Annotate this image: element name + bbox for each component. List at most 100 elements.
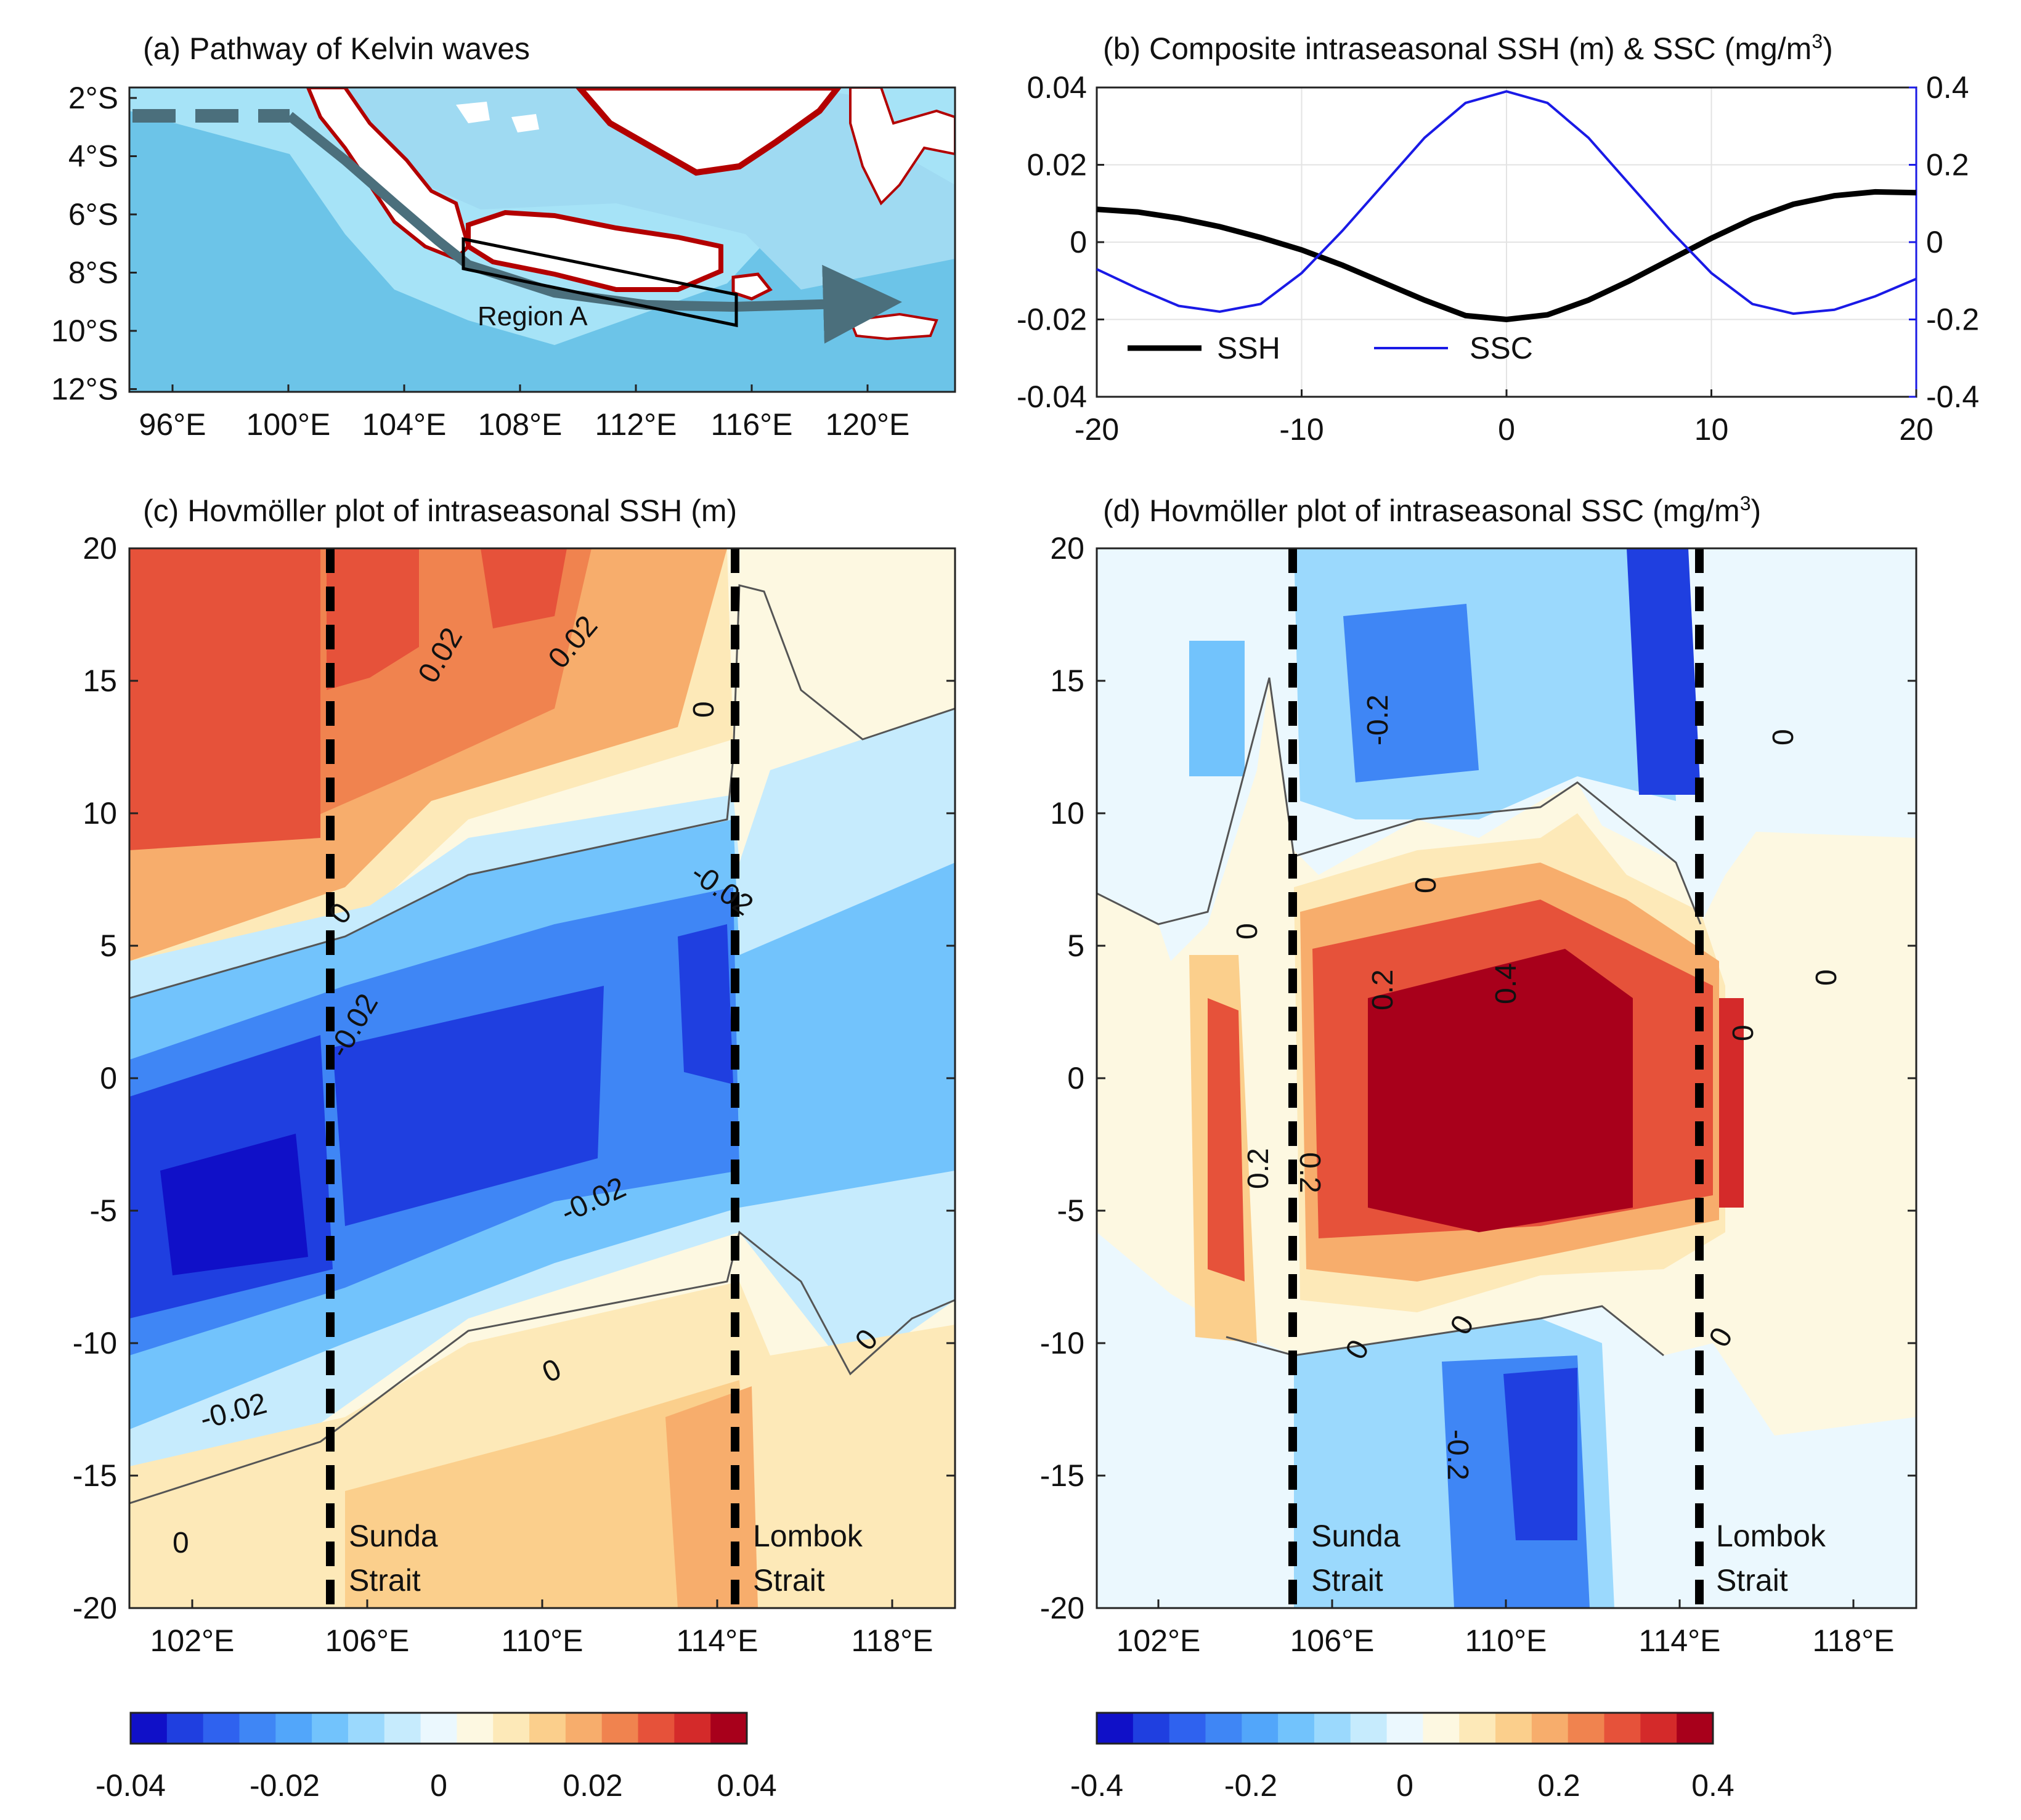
ssh-positive-core-a: [129, 548, 320, 850]
panel-c-ticks: 20 15 10 5 0 -5 -10 -15 -20 102°E 106°E 110°E 114°E 1…: [73, 531, 955, 1658]
ssc-negative-upper-2: [1343, 604, 1479, 782]
d-colorbar-swatch: [1278, 1713, 1315, 1744]
ssc-contour-label-8: 0.2: [1293, 1152, 1326, 1193]
c-colorbar-tick-label: 0: [430, 1768, 447, 1803]
b-ytick-right-label: 0.4: [1926, 70, 1969, 105]
c-xtick-label: 106°E: [325, 1623, 410, 1658]
c-colorbar-tick-label: -0.04: [96, 1768, 166, 1803]
ssc-positive-left-2: [1208, 998, 1245, 1282]
b-ytick-right-label: -0.4: [1926, 380, 1979, 414]
c-colorbar-swatch: [239, 1713, 276, 1744]
ssc-zero-contour-lower: [1226, 1305, 1664, 1357]
region-a-label: Region A: [478, 301, 588, 331]
d-ytick-label: 10: [1050, 796, 1084, 831]
d-colorbar-swatch: [1097, 1713, 1134, 1744]
ssc-contour-label-3: 0.2: [1367, 969, 1399, 1010]
ssh-series-line: [1096, 189, 1917, 323]
panel-a-frame: [128, 86, 956, 393]
belitung-island: [456, 102, 490, 123]
c-colorbar-swatch: [710, 1713, 747, 1744]
d-colorbar-swatch: [1242, 1713, 1279, 1744]
c-ytick-label: -15: [73, 1458, 117, 1493]
d-colorbar-tick-label: -0.4: [1070, 1768, 1123, 1803]
d-colorbar-swatch: [1169, 1713, 1206, 1744]
java-landmass: [466, 209, 723, 292]
d-ytick-label: -20: [1040, 1591, 1084, 1625]
panel-b-legend: SSH SSC: [1128, 331, 1533, 365]
d-ytick-label: -15: [1040, 1458, 1084, 1493]
legend-ssc-label: SSC: [1470, 331, 1533, 365]
colorbar-ssh: -0.04 -0.02 0 0.02 0.04: [96, 1712, 777, 1803]
c-colorbar-swatch: [384, 1713, 421, 1744]
b-ytick-left-label: -0.04: [1017, 380, 1087, 414]
c-colorbar-swatch: [131, 1713, 168, 1744]
nusa-tenggara-landmass: [848, 312, 938, 341]
borneo-landmass: [575, 87, 842, 176]
c-colorbar-swatch: [166, 1713, 204, 1744]
ssc-contour-label-13: -0.2: [1441, 1429, 1474, 1481]
d-colorbar-swatch: [1205, 1713, 1242, 1744]
d-xtick-label: 110°E: [1465, 1623, 1547, 1658]
ssh-positive-core-b: [327, 548, 419, 690]
sunda-strait-label-d-2: Strait: [1311, 1563, 1383, 1598]
panel-c-title: (c) Hovmöller plot of intraseasonal SSH …: [143, 494, 737, 528]
hovmoller-ssh: [129, 548, 955, 1608]
a-xtick-label: 108°E: [478, 407, 563, 442]
b-ytick-left-label: 0.04: [1027, 70, 1087, 105]
a-xtick-label: 120°E: [826, 407, 910, 442]
ssc-negative-upper-4: [1189, 641, 1245, 776]
d-ytick-label: 0: [1067, 1061, 1084, 1095]
panel-a: (a) Pathway of Kelvin waves: [51, 31, 956, 442]
c-colorbar-tick-label: 0.04: [717, 1768, 776, 1803]
b-xtick-label: 20: [1899, 412, 1934, 447]
panel-a-title: (a) Pathway of Kelvin waves: [143, 31, 530, 66]
c-ytick-label: -20: [73, 1591, 117, 1625]
d-ytick-label: -5: [1057, 1193, 1084, 1228]
lombok-strait-label-d-2: Strait: [1716, 1563, 1788, 1598]
d-ytick-label: 15: [1050, 664, 1084, 698]
legend-ssh-label: SSH: [1217, 331, 1280, 365]
d-colorbar-swatch: [1423, 1713, 1460, 1744]
map-a: [129, 87, 955, 392]
a-xtick-label: 116°E: [710, 407, 792, 442]
c-colorbar-swatch: [565, 1713, 603, 1744]
lombok-strait-label-d-1: Lombok: [1716, 1519, 1826, 1553]
ssc-zero-contour-upper: [1097, 677, 1702, 925]
ssc-negative-lower-3: [1503, 1368, 1577, 1540]
c-colorbar-swatch: [529, 1713, 566, 1744]
d-ytick-label: -10: [1040, 1326, 1084, 1360]
c-colorbar-swatch: [457, 1713, 494, 1744]
d-colorbar-tick-label: 0.2: [1537, 1768, 1580, 1803]
c-colorbar-swatch: [674, 1713, 711, 1744]
panel-d-title: (d) Hovmöller plot of intraseasonal SSC …: [1103, 492, 1761, 528]
a-ytick-label: 4°S: [68, 139, 118, 174]
ssh-positive-core-c: [481, 548, 567, 628]
bali-landmass: [731, 272, 773, 301]
lombok-strait-label-c-1: Lombok: [753, 1519, 863, 1553]
b-ytick-right-label: 0.2: [1926, 148, 1969, 182]
a-xtick-label: 112°E: [595, 407, 677, 442]
ssc-contour-label-6: 0: [1810, 969, 1843, 986]
a-ytick-label: 6°S: [68, 197, 118, 232]
b-xtick-label: 10: [1694, 412, 1729, 447]
ssh-positive-core-d: [665, 1386, 758, 1608]
c-xtick-label: 118°E: [851, 1623, 933, 1658]
d-xtick-label: 118°E: [1812, 1623, 1894, 1658]
c-xtick-label: 110°E: [501, 1623, 583, 1658]
ocean-shelf: [308, 87, 955, 290]
panel-b-ticks: 0.04 0.4 0.02 0.2 0 0 -0.02 -0.2 -0.04 -0.4 -20 -10…: [1017, 70, 1979, 447]
c-colorbar-swatch: [601, 1713, 639, 1744]
d-colorbar-swatch: [1568, 1713, 1605, 1744]
a-ytick-label: 2°S: [68, 81, 118, 115]
a-xtick-label: 104°E: [362, 407, 447, 442]
ssc-contour-label-1: 0: [1410, 877, 1442, 893]
c-colorbar-tick-label: -0.02: [250, 1768, 320, 1803]
ssc-series-line: [1096, 90, 1917, 315]
c-colorbar-frame: [129, 1712, 748, 1745]
panel-d: (d) Hovmöller plot of intraseasonal SSC …: [1040, 492, 1917, 1803]
sunda-strait-label-d-1: Sunda: [1311, 1519, 1401, 1553]
ssh-zero-contour-lower: [129, 1230, 955, 1505]
ssc-contour-label-2: 0: [1231, 923, 1264, 940]
c-colorbar-swatch: [203, 1713, 240, 1744]
b-ytick-right-label: 0: [1926, 225, 1943, 259]
